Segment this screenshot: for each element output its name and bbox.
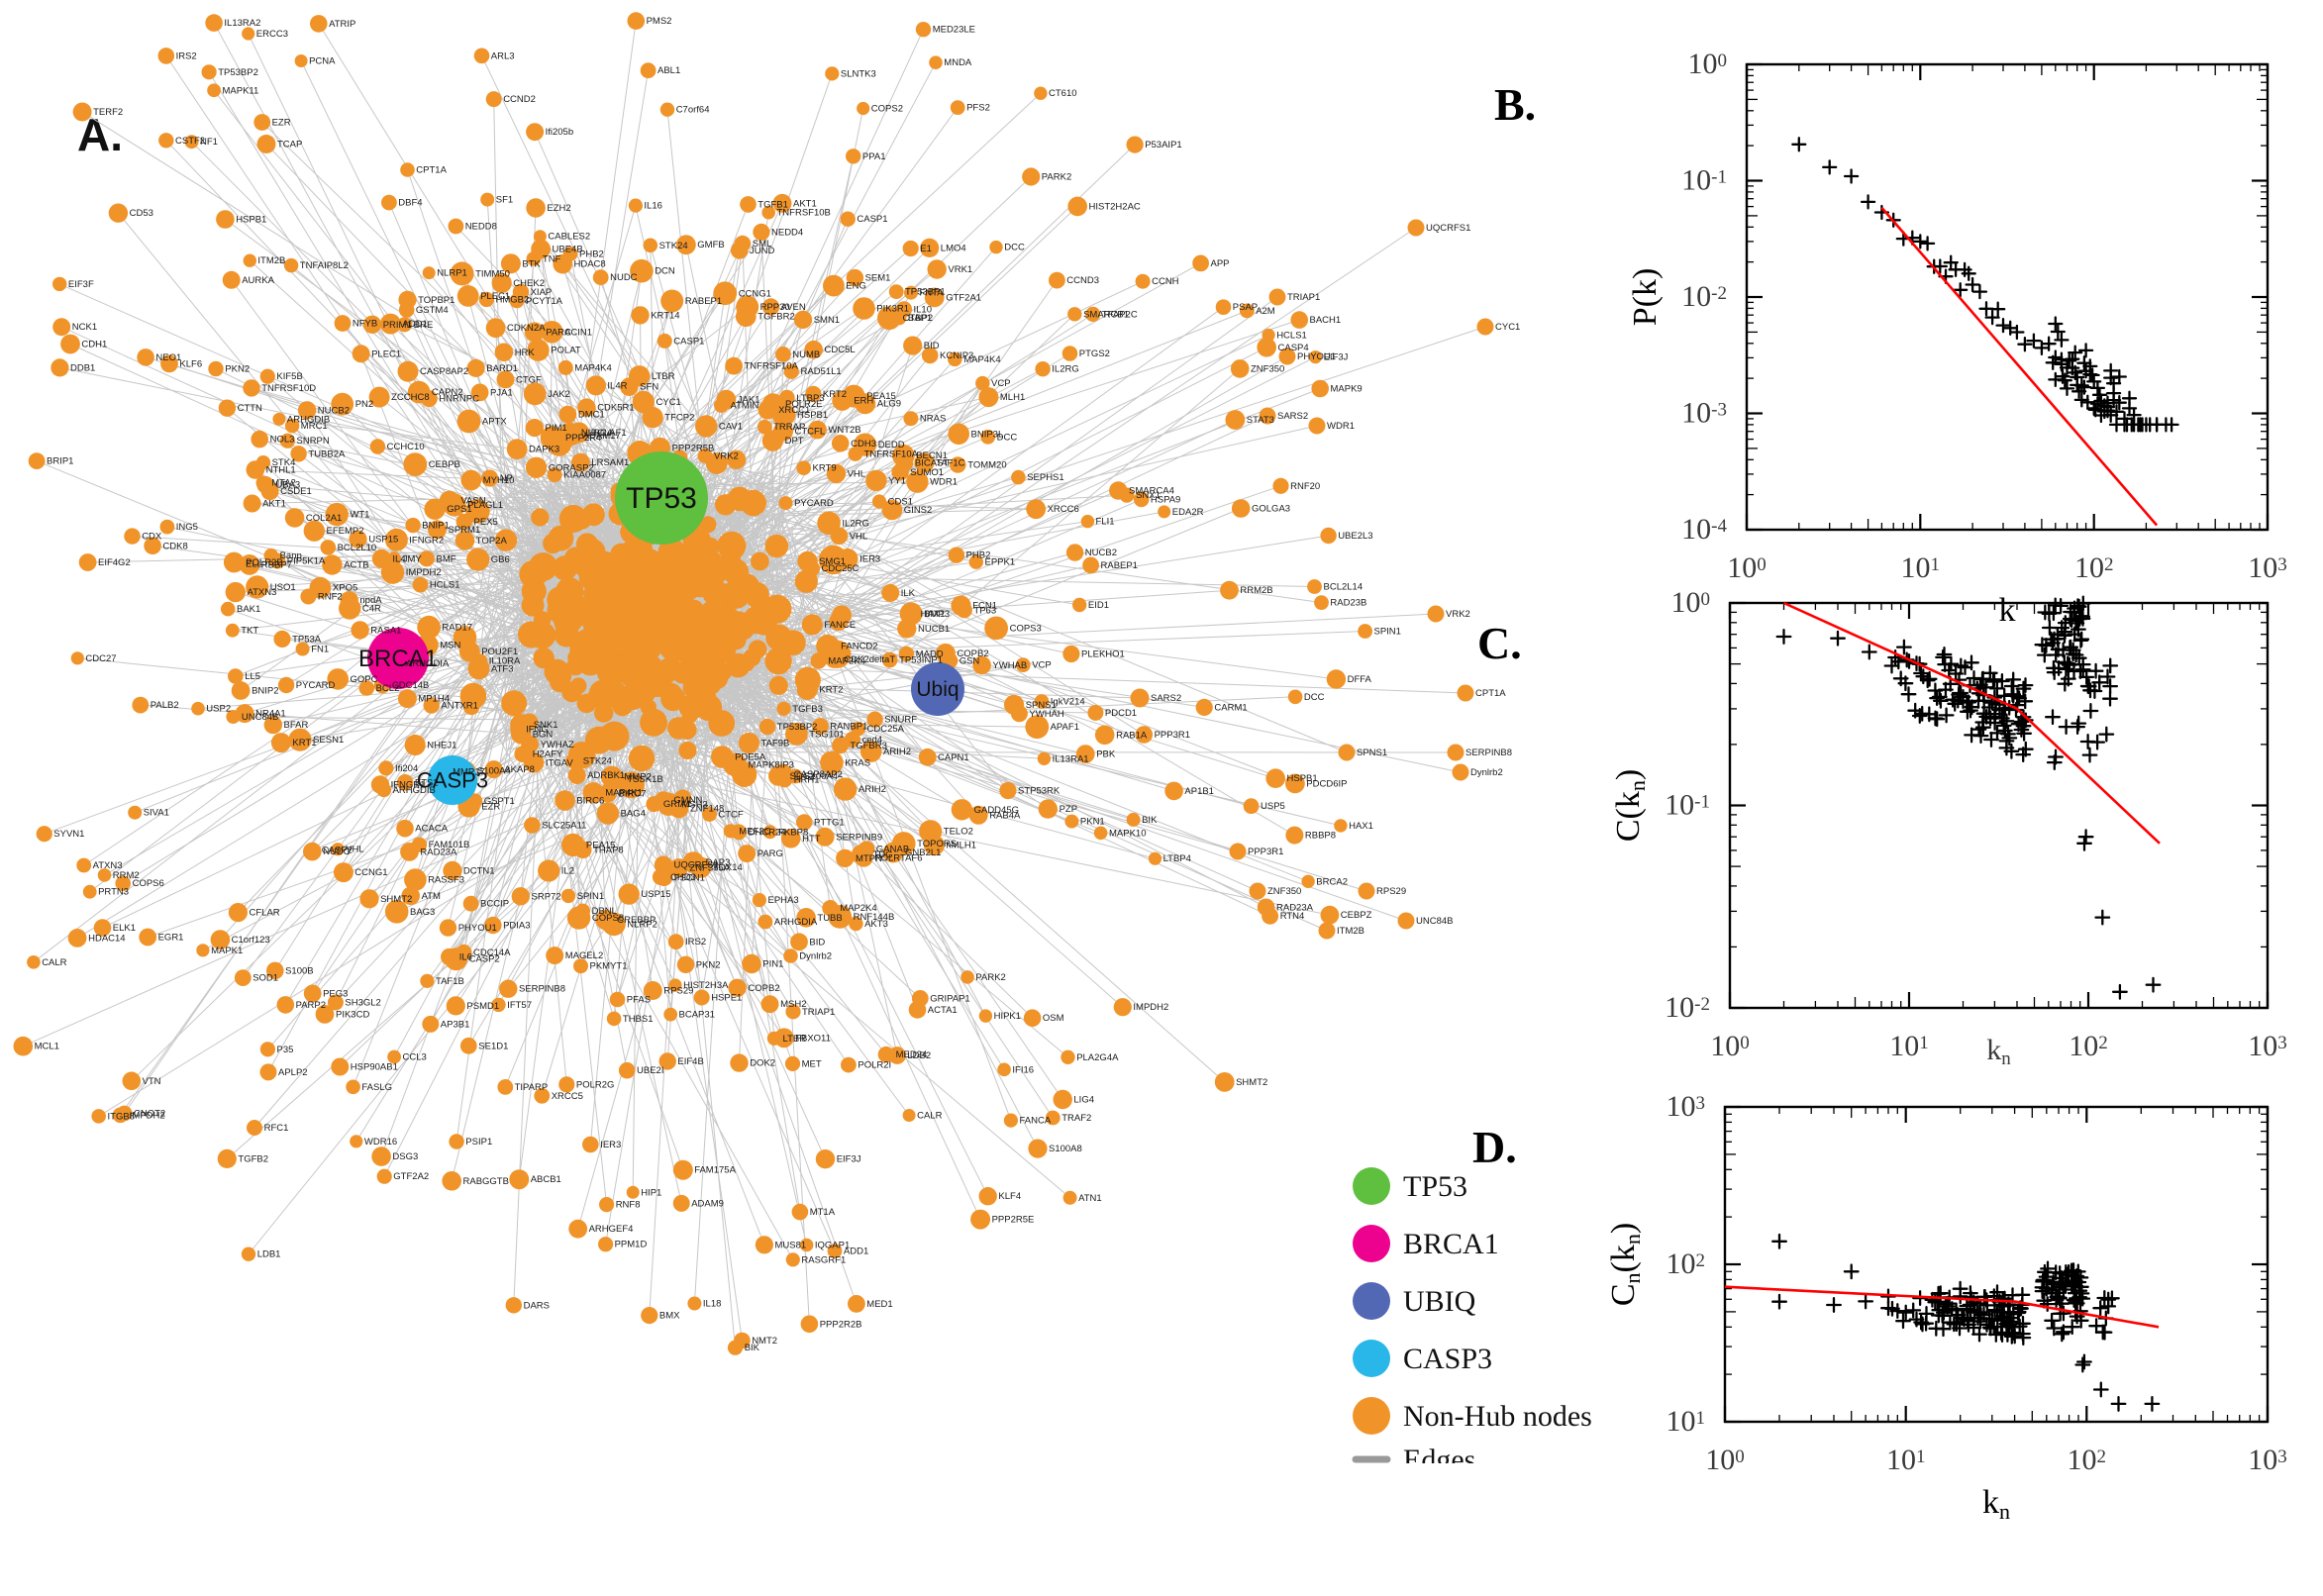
- svg-text:100: 100: [1671, 586, 1711, 619]
- svg-text:103: 103: [2248, 1444, 2287, 1476]
- svg-text:103: 103: [2248, 551, 2287, 584]
- svg-text:10-2: 10-2: [1681, 280, 1727, 313]
- svg-text:D.: D.: [1472, 1122, 1517, 1172]
- svg-text:102: 102: [2069, 1030, 2108, 1062]
- svg-text:100: 100: [1710, 1030, 1750, 1062]
- svg-text:103: 103: [2248, 1030, 2287, 1062]
- svg-text:100: 100: [1727, 551, 1767, 584]
- svg-text:Edges: Edges: [1403, 1444, 1475, 1463]
- svg-text:BRCA1: BRCA1: [1403, 1228, 1499, 1260]
- svg-text:10-2: 10-2: [1665, 991, 1710, 1024]
- svg-text:C(kn): C(kn): [1610, 769, 1650, 842]
- svg-text:UBIQ: UBIQ: [1403, 1285, 1476, 1318]
- svg-text:kn: kn: [1982, 1484, 2010, 1524]
- svg-text:103: 103: [1666, 1090, 1706, 1123]
- svg-text:P(k): P(k): [1627, 268, 1664, 327]
- svg-text:CASP3: CASP3: [1403, 1343, 1492, 1375]
- svg-text:kn: kn: [1986, 1034, 2011, 1069]
- svg-text:10-4: 10-4: [1681, 513, 1727, 546]
- svg-text:100: 100: [1688, 48, 1728, 80]
- svg-text:TP53: TP53: [1403, 1170, 1467, 1203]
- svg-text:k: k: [1999, 592, 2016, 629]
- svg-text:102: 102: [2068, 1444, 2107, 1476]
- svg-text:102: 102: [2074, 551, 2114, 584]
- svg-text:C.: C.: [1477, 618, 1522, 668]
- svg-text:101: 101: [1889, 1030, 1929, 1062]
- svg-text:Non-Hub nodes: Non-Hub nodes: [1403, 1400, 1592, 1433]
- svg-text:B.: B.: [1494, 79, 1536, 130]
- svg-text:101: 101: [1886, 1444, 1926, 1476]
- svg-text:101: 101: [1901, 551, 1941, 584]
- svg-text:10-3: 10-3: [1681, 397, 1727, 430]
- svg-text:10-1: 10-1: [1665, 789, 1710, 822]
- svg-text:10-1: 10-1: [1681, 164, 1727, 197]
